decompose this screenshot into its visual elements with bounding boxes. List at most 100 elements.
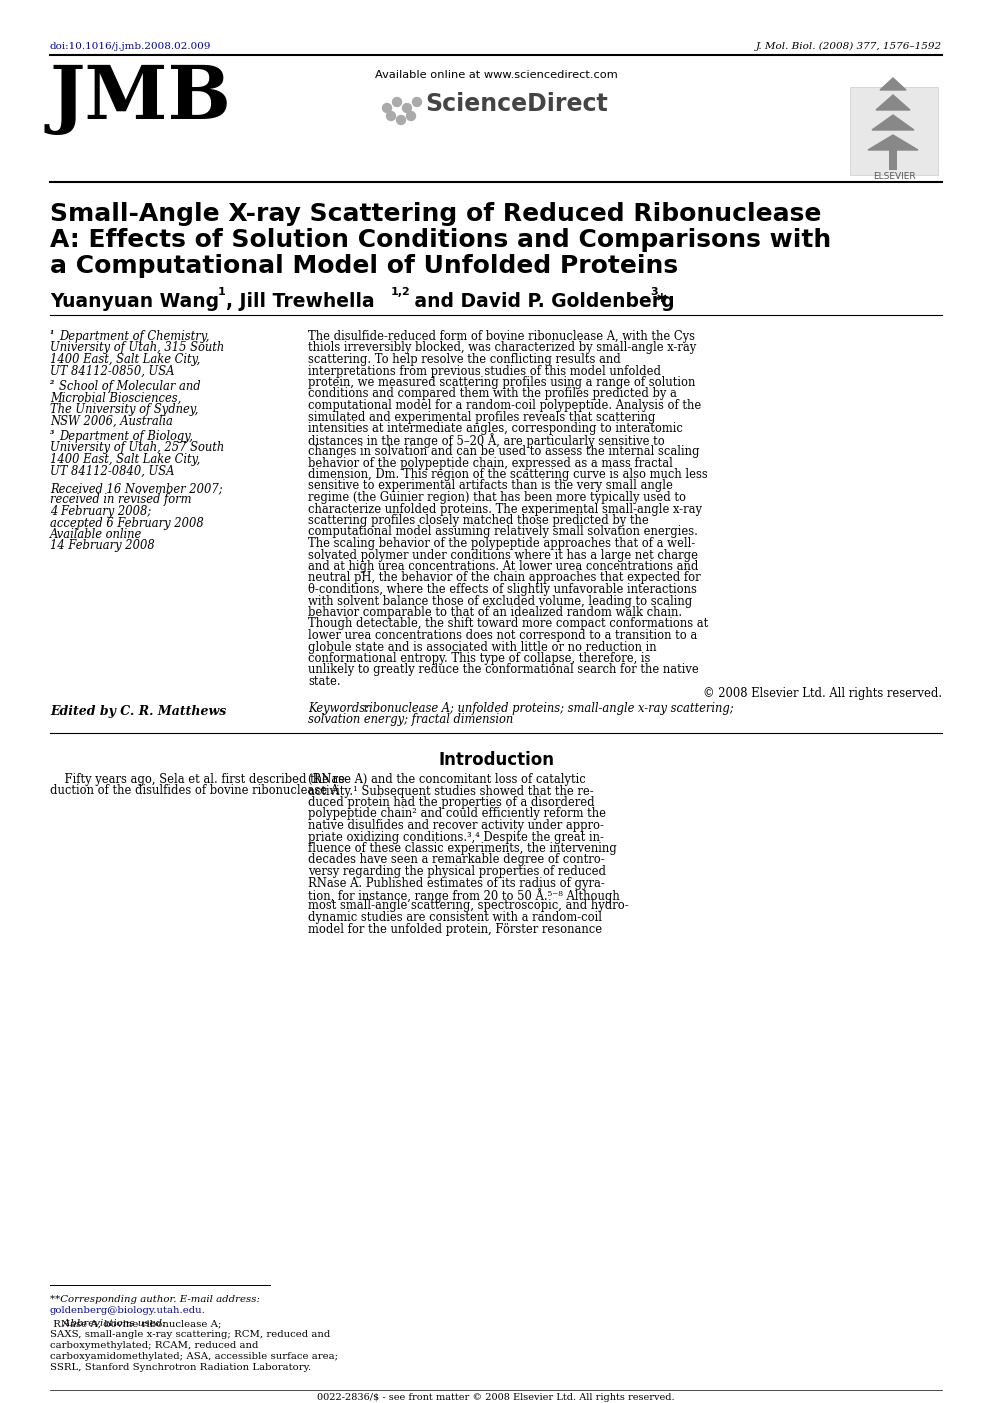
Text: state.: state. — [308, 675, 340, 687]
Text: priate oxidizing conditions.³,⁴ Despite the great in-: priate oxidizing conditions.³,⁴ Despite … — [308, 831, 604, 843]
Text: and at high urea concentrations. At lower urea concentrations and: and at high urea concentrations. At lowe… — [308, 560, 698, 572]
Circle shape — [413, 97, 422, 107]
Text: received in revised form: received in revised form — [50, 494, 191, 506]
Text: solvation energy; fractal dimension: solvation energy; fractal dimension — [308, 714, 513, 727]
Text: changes in solvation and can be used to assess the internal scaling: changes in solvation and can be used to … — [308, 445, 699, 457]
Text: dimension, Dm. This region of the scattering curve is also much less: dimension, Dm. This region of the scatte… — [308, 469, 707, 481]
Text: ¹: ¹ — [50, 330, 55, 340]
Text: tion, for instance, range from 20 to 50 Å.⁵⁻⁸ Although: tion, for instance, range from 20 to 50 … — [308, 888, 620, 904]
Text: solvated polymer under conditions where it has a large net charge: solvated polymer under conditions where … — [308, 549, 698, 561]
Circle shape — [393, 97, 402, 107]
Circle shape — [383, 104, 392, 112]
Text: scattering. To help resolve the conflicting results and: scattering. To help resolve the conflict… — [308, 354, 621, 366]
Bar — [850, 87, 938, 175]
Text: versy regarding the physical properties of reduced: versy regarding the physical properties … — [308, 866, 606, 878]
Text: The disulfide-reduced form of bovine ribonuclease A, with the Cys: The disulfide-reduced form of bovine rib… — [308, 330, 695, 342]
Text: © 2008 Elsevier Ltd. All rights reserved.: © 2008 Elsevier Ltd. All rights reserved… — [703, 686, 942, 700]
Text: with solvent balance those of excluded volume, leading to scaling: with solvent balance those of excluded v… — [308, 595, 692, 607]
Text: thiols irreversibly blocked, was characterized by small-angle x-ray: thiols irreversibly blocked, was charact… — [308, 341, 696, 355]
Circle shape — [403, 104, 412, 112]
Text: conditions and compared them with the profiles predicted by a: conditions and compared them with the pr… — [308, 387, 677, 400]
Text: Microbial Biosciences,: Microbial Biosciences, — [50, 391, 182, 404]
Text: computational model for a random-coil polypeptide. Analysis of the: computational model for a random-coil po… — [308, 398, 701, 412]
Text: University of Utah, 315 South: University of Utah, 315 South — [50, 341, 224, 355]
Text: carboxyamidomethylated; ASA, accessible surface area;: carboxyamidomethylated; ASA, accessible … — [50, 1352, 338, 1361]
Text: sensitive to experimental artifacts than is the very small angle: sensitive to experimental artifacts than… — [308, 480, 673, 492]
Text: , Jill Trewhella: , Jill Trewhella — [226, 292, 375, 311]
Text: neutral pH, the behavior of the chain approaches that expected for: neutral pH, the behavior of the chain ap… — [308, 571, 700, 585]
Text: SAXS, small-angle x-ray scattering; RCM, reduced and: SAXS, small-angle x-ray scattering; RCM,… — [50, 1330, 330, 1338]
Text: computational model assuming relatively small solvation energies.: computational model assuming relatively … — [308, 526, 698, 539]
Text: (RNase A) and the concomitant loss of catalytic: (RNase A) and the concomitant loss of ca… — [308, 773, 585, 786]
Text: unlikely to greatly reduce the conformational search for the native: unlikely to greatly reduce the conformat… — [308, 664, 698, 676]
Text: UT 84112-0840, USA: UT 84112-0840, USA — [50, 464, 175, 477]
Text: and David P. Goldenberg: and David P. Goldenberg — [408, 292, 675, 311]
Text: 1400 East, Salt Lake City,: 1400 East, Salt Lake City, — [50, 453, 200, 466]
Text: θ-conditions, where the effects of slightly unfavorable interactions: θ-conditions, where the effects of sligh… — [308, 584, 696, 596]
Text: conformational entropy. This type of collapse, therefore, is: conformational entropy. This type of col… — [308, 652, 651, 665]
Text: 0022-2836/$ - see front matter © 2008 Elsevier Ltd. All rights reserved.: 0022-2836/$ - see front matter © 2008 El… — [317, 1393, 675, 1402]
Text: Available online at www.sciencedirect.com: Available online at www.sciencedirect.co… — [375, 70, 617, 80]
Text: 1: 1 — [218, 288, 226, 297]
Text: intensities at intermediate angles, corresponding to interatomic: intensities at intermediate angles, corr… — [308, 422, 682, 435]
Text: dynamic studies are consistent with a random-coil: dynamic studies are consistent with a ra… — [308, 911, 602, 925]
Text: Available online: Available online — [50, 528, 142, 542]
Text: distances in the range of 5–20 Å, are particularly sensitive to: distances in the range of 5–20 Å, are pa… — [308, 434, 665, 449]
Text: Received 16 November 2007;: Received 16 November 2007; — [50, 483, 222, 495]
Text: 3: 3 — [650, 288, 658, 297]
Text: activity.¹ Subsequent studies showed that the re-: activity.¹ Subsequent studies showed tha… — [308, 784, 593, 797]
Circle shape — [387, 111, 396, 121]
Text: globule state and is associated with little or no reduction in: globule state and is associated with lit… — [308, 641, 657, 654]
Text: UT 84112-0850, USA: UT 84112-0850, USA — [50, 365, 175, 377]
Text: doi:10.1016/j.jmb.2008.02.009: doi:10.1016/j.jmb.2008.02.009 — [50, 42, 211, 51]
Text: The scaling behavior of the polypeptide approaches that of a well-: The scaling behavior of the polypeptide … — [308, 537, 695, 550]
Text: 1400 East, Salt Lake City,: 1400 East, Salt Lake City, — [50, 354, 200, 366]
Text: duced protein had the properties of a disordered: duced protein had the properties of a di… — [308, 796, 594, 810]
Text: JMB: JMB — [50, 62, 232, 135]
Text: Introduction: Introduction — [438, 751, 554, 769]
Text: protein, we measured scattering profiles using a range of solution: protein, we measured scattering profiles… — [308, 376, 695, 389]
Text: duction of the disulfides of bovine ribonuclease A: duction of the disulfides of bovine ribo… — [50, 784, 339, 797]
Circle shape — [407, 111, 416, 121]
Text: ribonuclease A; unfolded proteins; small-angle x-ray scattering;: ribonuclease A; unfolded proteins; small… — [360, 702, 734, 716]
Text: native disulfides and recover activity under appro-: native disulfides and recover activity u… — [308, 819, 604, 832]
Text: carboxymethylated; RCAM, reduced and: carboxymethylated; RCAM, reduced and — [50, 1341, 258, 1350]
Polygon shape — [876, 95, 910, 109]
Text: ²: ² — [50, 380, 55, 389]
Text: The University of Sydney,: The University of Sydney, — [50, 403, 198, 417]
Text: scattering profiles closely matched those predicted by the: scattering profiles closely matched thos… — [308, 513, 649, 528]
Text: ELSEVIER: ELSEVIER — [873, 173, 916, 181]
Text: School of Molecular and: School of Molecular and — [59, 380, 200, 393]
Text: SSRL, Stanford Synchrotron Radiation Laboratory.: SSRL, Stanford Synchrotron Radiation Lab… — [50, 1362, 311, 1372]
Text: NSW 2006, Australia: NSW 2006, Australia — [50, 414, 173, 428]
Text: most small-angle scattering, spectroscopic, and hydro-: most small-angle scattering, spectroscop… — [308, 899, 629, 912]
Text: a Computational Model of Unfolded Proteins: a Computational Model of Unfolded Protei… — [50, 254, 679, 278]
Text: Though detectable, the shift toward more compact conformations at: Though detectable, the shift toward more… — [308, 617, 708, 630]
Text: Fifty years ago, Sela et al. first described the re-: Fifty years ago, Sela et al. first descr… — [50, 773, 349, 786]
Bar — [889, 140, 897, 170]
Text: 14 February 2008: 14 February 2008 — [50, 540, 155, 553]
Text: Keywords:: Keywords: — [308, 702, 369, 716]
Text: University of Utah, 257 South: University of Utah, 257 South — [50, 442, 224, 455]
Text: behavior of the polypeptide chain, expressed as a mass fractal: behavior of the polypeptide chain, expre… — [308, 456, 673, 470]
Text: decades have seen a remarkable degree of contro-: decades have seen a remarkable degree of… — [308, 853, 605, 867]
Text: interpretations from previous studies of this model unfolded: interpretations from previous studies of… — [308, 365, 661, 377]
Text: Small-Angle X-ray Scattering of Reduced Ribonuclease: Small-Angle X-ray Scattering of Reduced … — [50, 202, 821, 226]
Text: ³: ³ — [50, 429, 55, 439]
Text: simulated and experimental profiles reveals that scattering: simulated and experimental profiles reve… — [308, 411, 656, 424]
Text: 4 February 2008;: 4 February 2008; — [50, 505, 151, 518]
Polygon shape — [880, 79, 906, 90]
Text: ScienceDirect: ScienceDirect — [425, 93, 608, 116]
Text: Department of Chemistry,: Department of Chemistry, — [59, 330, 209, 342]
Text: *: * — [657, 292, 667, 311]
Text: Yuanyuan Wang: Yuanyuan Wang — [50, 292, 219, 311]
Text: RNase A, bovine ribonuclease A;: RNase A, bovine ribonuclease A; — [50, 1319, 221, 1329]
Text: behavior comparable to that of an idealized random walk chain.: behavior comparable to that of an ideali… — [308, 606, 682, 619]
Circle shape — [397, 115, 406, 125]
Text: A: Effects of Solution Conditions and Comparisons with: A: Effects of Solution Conditions and Co… — [50, 229, 831, 253]
Text: model for the unfolded protein, Förster resonance: model for the unfolded protein, Förster … — [308, 923, 602, 936]
Text: characterize unfolded proteins. The experimental small-angle x-ray: characterize unfolded proteins. The expe… — [308, 502, 702, 515]
Polygon shape — [868, 135, 918, 150]
Text: **Corresponding author. E-mail address:: **Corresponding author. E-mail address: — [50, 1295, 260, 1303]
Text: fluence of these classic experiments, the intervening: fluence of these classic experiments, th… — [308, 842, 617, 854]
